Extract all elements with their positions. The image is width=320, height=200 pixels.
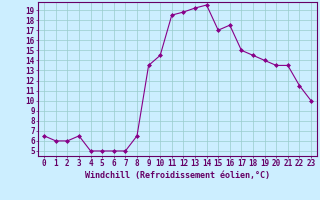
X-axis label: Windchill (Refroidissement éolien,°C): Windchill (Refroidissement éolien,°C): [85, 171, 270, 180]
